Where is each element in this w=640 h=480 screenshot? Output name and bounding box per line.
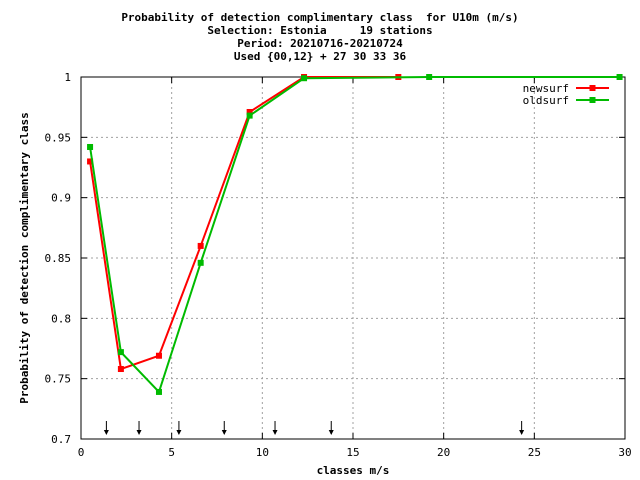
x-tick-label: 30 bbox=[618, 446, 631, 459]
x-tick-label: 20 bbox=[437, 446, 450, 459]
class-boundary-arrow bbox=[328, 421, 334, 435]
data-point bbox=[616, 74, 623, 80]
data-point bbox=[87, 158, 94, 165]
data-point bbox=[197, 259, 204, 266]
class-boundary-arrow bbox=[176, 421, 182, 435]
y-tick-label: 0.95 bbox=[45, 131, 72, 144]
axis-ticks: 0 5 10 15 20 25 30 0.7 0.75 0.8 0.85 0.9 0.95 1 bbox=[45, 71, 632, 459]
chart-title-line-4: Used {00,12} + 27 30 33 36 bbox=[233, 50, 407, 63]
chart-title-line-3: Period: 20210716-20210724 bbox=[237, 37, 403, 50]
series-lines bbox=[87, 74, 623, 395]
y-axis-label: Probability of detection complimentary c… bbox=[18, 112, 31, 403]
data-point bbox=[246, 108, 253, 115]
y-tick-label: 0.75 bbox=[45, 373, 72, 386]
class-boundary-arrow bbox=[519, 421, 525, 435]
data-point bbox=[117, 349, 124, 356]
chart-title-line-1: Probability of detection complimentary c… bbox=[121, 11, 519, 24]
legend-marker bbox=[589, 85, 596, 91]
series-line bbox=[89, 76, 620, 394]
y-tick-label: 0.9 bbox=[51, 192, 71, 205]
data-point bbox=[87, 143, 94, 150]
y-tick-label: 0.85 bbox=[45, 252, 72, 265]
x-tick-label: 25 bbox=[528, 446, 541, 459]
chart-title-line-2: Selection: Estonia 19 stations bbox=[207, 24, 433, 37]
data-point bbox=[155, 388, 162, 395]
data-point bbox=[197, 242, 204, 249]
series-newsurf bbox=[87, 74, 402, 373]
grid bbox=[81, 77, 625, 439]
x-tick-label: 10 bbox=[256, 446, 269, 459]
y-tick-label: 0.8 bbox=[51, 312, 71, 325]
data-point bbox=[155, 352, 162, 359]
class-markers bbox=[103, 421, 525, 435]
legend-label: newsurf bbox=[523, 82, 569, 95]
data-point bbox=[117, 366, 124, 373]
y-tick-label: 0.7 bbox=[51, 433, 71, 446]
series-line bbox=[89, 76, 399, 371]
data-point bbox=[301, 75, 308, 82]
data-point bbox=[426, 74, 433, 80]
data-point bbox=[246, 112, 253, 119]
series-oldsurf bbox=[87, 74, 623, 395]
x-axis-label: classes m/s bbox=[317, 464, 390, 477]
class-boundary-arrow bbox=[103, 421, 109, 435]
x-tick-label: 15 bbox=[346, 446, 359, 459]
y-tick-label: 1 bbox=[64, 71, 71, 84]
class-boundary-arrow bbox=[272, 421, 278, 435]
class-boundary-arrow bbox=[221, 421, 227, 435]
x-tick-label: 0 bbox=[78, 446, 85, 459]
x-tick-label: 5 bbox=[168, 446, 175, 459]
legend-label: oldsurf bbox=[523, 94, 569, 107]
legend-marker bbox=[589, 97, 596, 103]
class-boundary-arrow bbox=[136, 421, 142, 435]
